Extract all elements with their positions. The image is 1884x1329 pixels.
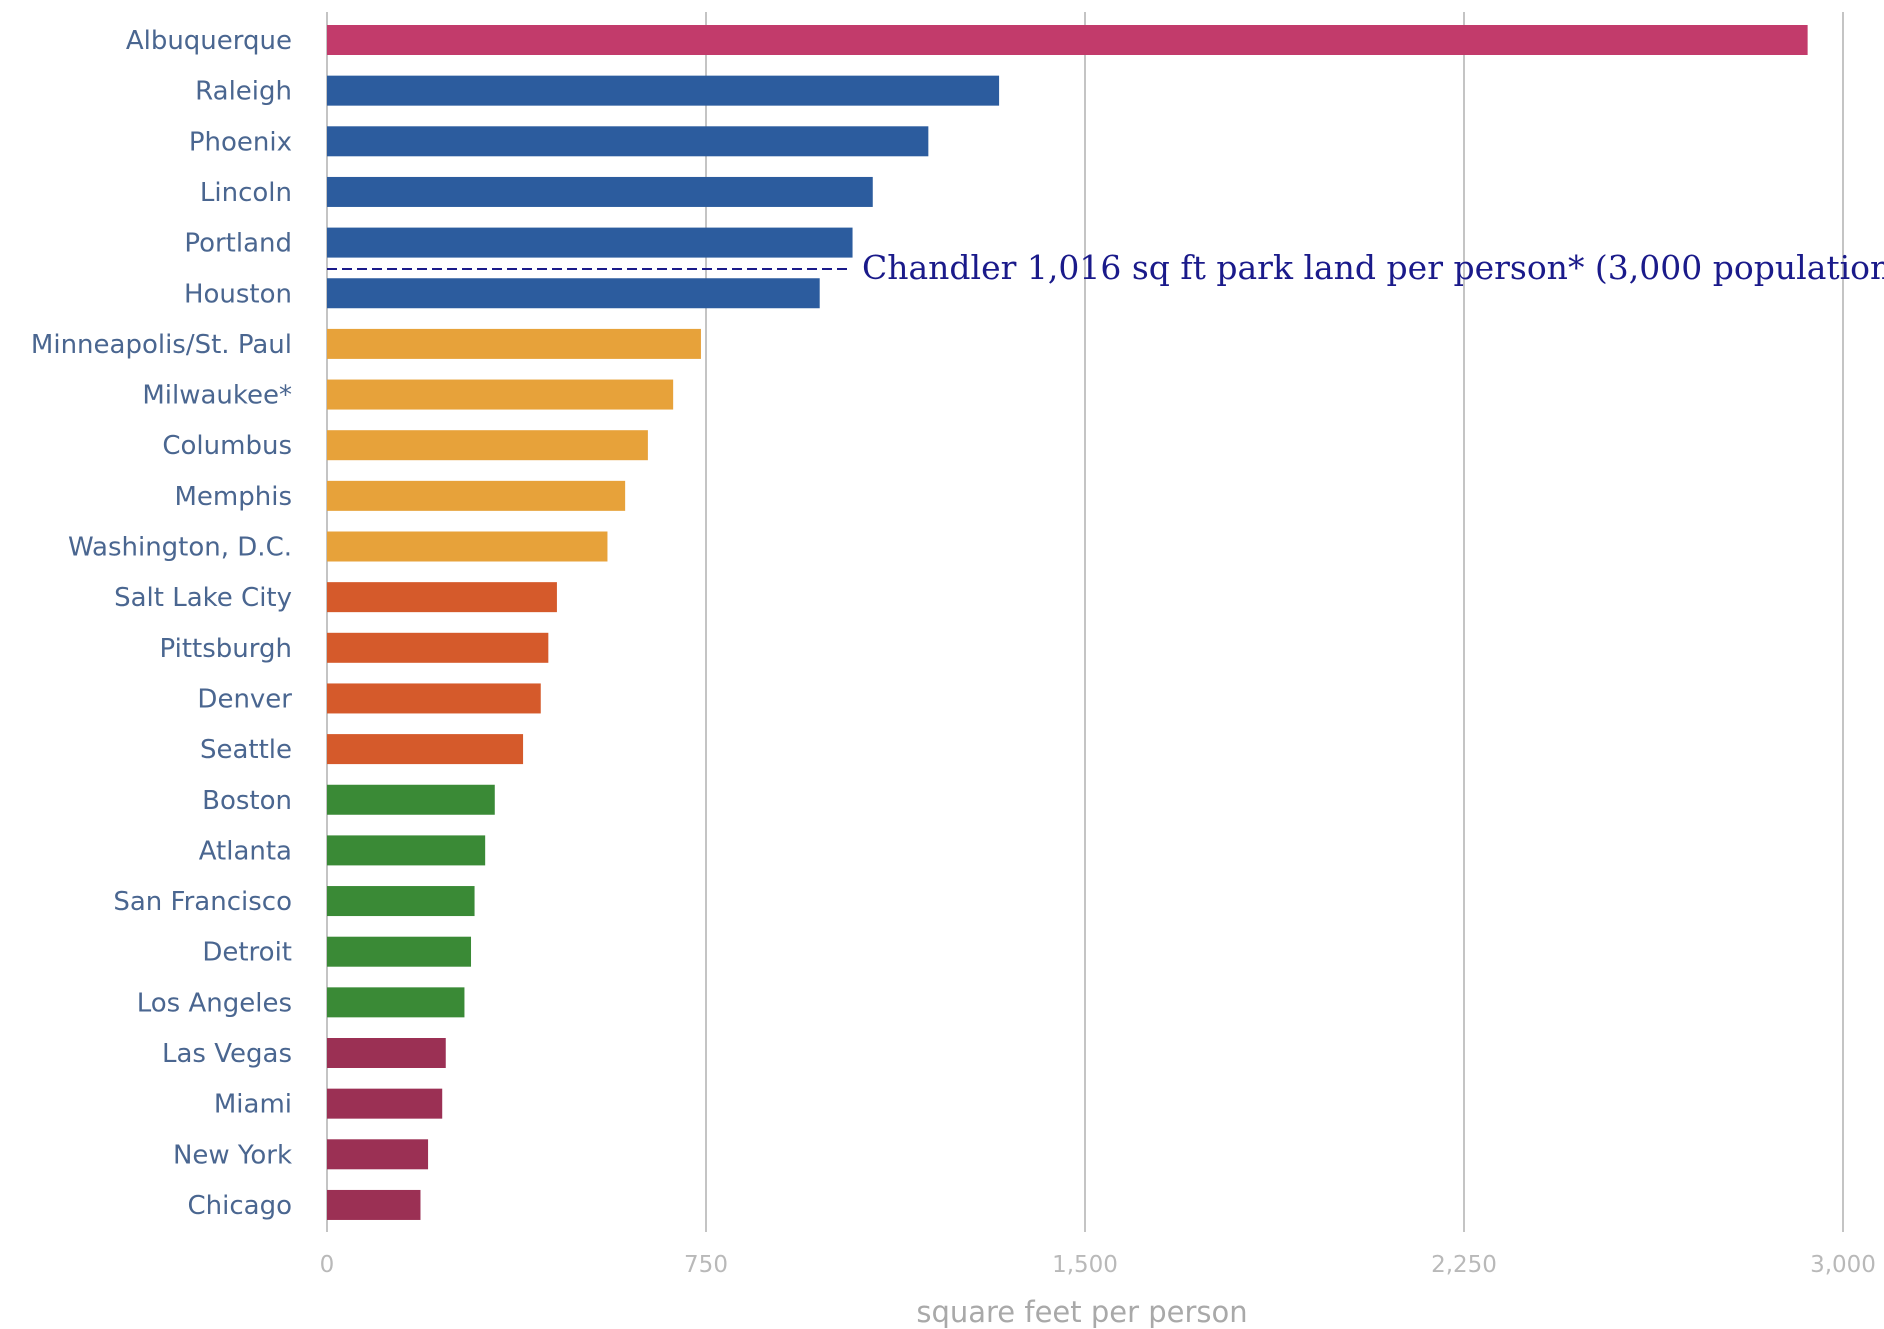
x-tick-label: 0 [320, 1252, 335, 1278]
bars [327, 25, 1808, 1220]
category-label: Portland [184, 229, 292, 259]
category-label: Atlanta [199, 836, 292, 866]
bar [327, 632, 549, 663]
category-label: Minneapolis/St. Paul [31, 330, 292, 360]
chandler-annotation: Chandler 1,016 sq ft park land per perso… [862, 248, 1884, 287]
bar [327, 1189, 421, 1220]
category-label: Seattle [200, 735, 292, 765]
category-label: Las Vegas [162, 1039, 292, 1069]
x-tick-label: 3,000 [1810, 1252, 1876, 1278]
category-label: Milwaukee* [142, 381, 292, 411]
category-label: New York [173, 1140, 292, 1170]
category-label: Raleigh [195, 77, 292, 107]
x-tick-label: 2,250 [1431, 1252, 1497, 1278]
category-label: Chicago [188, 1191, 293, 1221]
bar [327, 1139, 429, 1170]
bar [327, 379, 674, 410]
bar [327, 227, 853, 258]
category-label: Phoenix [189, 127, 292, 157]
category-label: Denver [197, 684, 292, 714]
category-label: Lincoln [200, 178, 292, 208]
bar [327, 936, 472, 967]
x-tick-label: 1,500 [1052, 1252, 1118, 1278]
category-label: Pittsburgh [160, 634, 292, 664]
category-label: Houston [184, 279, 292, 309]
bar [327, 886, 475, 917]
bar [327, 835, 486, 866]
bar [327, 430, 648, 461]
bar [327, 734, 524, 765]
category-label: Salt Lake City [114, 583, 292, 613]
category-label: Boston [202, 786, 292, 816]
bar [327, 480, 626, 511]
category-label: Washington, D.C. [68, 533, 292, 563]
x-axis-ticks: 0 750 1,500 2,250 3,000 [320, 1252, 1876, 1278]
bar [327, 126, 929, 157]
category-label: Columbus [162, 431, 292, 461]
category-label: Memphis [174, 482, 292, 512]
bar [327, 683, 541, 714]
category-label: Los Angeles [137, 988, 292, 1018]
bar [327, 582, 557, 613]
category-label: Albuquerque [126, 26, 292, 56]
bar [327, 176, 873, 207]
bar [327, 25, 1808, 55]
category-label: Detroit [202, 938, 292, 968]
x-axis-title: square feet per person [916, 1295, 1247, 1329]
bar [327, 278, 820, 309]
x-tick-label: 750 [684, 1252, 728, 1278]
gridlines [326, 12, 1844, 1232]
category-labels: Albuquerque Raleigh Phoenix Lincoln Portland… [31, 26, 292, 1221]
bar [327, 531, 608, 562]
category-label: Miami [214, 1090, 292, 1120]
bar [327, 987, 465, 1018]
bar [327, 784, 495, 815]
bar [327, 75, 1000, 106]
bar [327, 328, 701, 359]
category-label: San Francisco [113, 887, 292, 917]
bar [327, 1088, 443, 1119]
bar [327, 1038, 446, 1068]
